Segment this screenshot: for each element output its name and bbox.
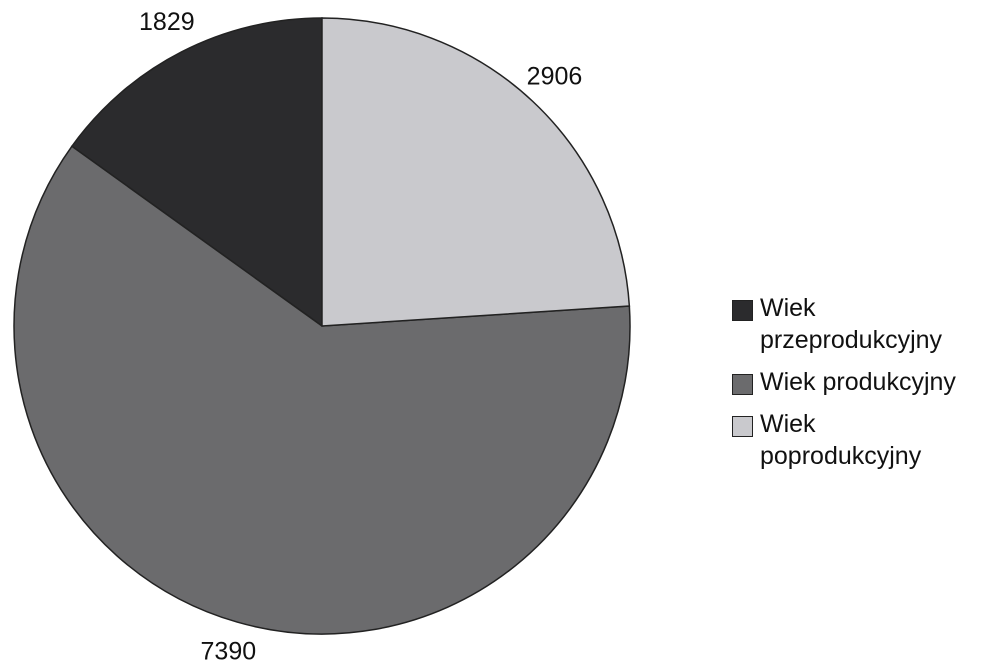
legend-item: Wiek poprodukcyjny: [732, 408, 982, 472]
legend-item: Wiek produkcyjny: [732, 366, 982, 398]
legend: Wiek przeprodukcyjny Wiek produkcyjny Wiek…: [732, 292, 982, 482]
data-label: 2906: [527, 63, 583, 91]
legend-swatch: [732, 416, 753, 437]
legend-item: Wiek przeprodukcyjny: [732, 292, 982, 356]
legend-label: Wiek przeprodukcyjny: [760, 294, 943, 354]
legend-swatch: [732, 374, 753, 395]
data-label: 1829: [139, 8, 195, 36]
pie-slice: [70, 17, 323, 328]
data-label: 7390: [201, 637, 257, 663]
pie-slice: [13, 145, 631, 635]
legend-label: Wiek poprodukcyjny: [760, 410, 922, 470]
pie-slice: [321, 17, 631, 327]
legend-swatch: [732, 300, 753, 321]
legend-label: Wiek produkcyjny: [760, 368, 956, 396]
